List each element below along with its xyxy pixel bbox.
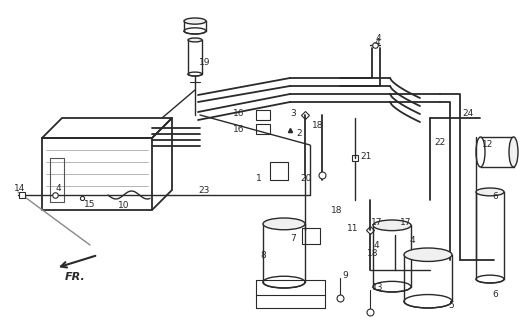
Text: 11: 11	[346, 223, 358, 233]
Text: 16: 16	[233, 124, 244, 133]
Bar	[270, 162, 288, 180]
Text: 19: 19	[199, 58, 211, 67]
Text: 10: 10	[118, 201, 130, 210]
Text: 23: 23	[198, 186, 209, 195]
Ellipse shape	[476, 188, 504, 196]
Text: 17: 17	[370, 218, 382, 227]
Ellipse shape	[373, 220, 411, 231]
Text: 14: 14	[14, 183, 25, 193]
Text: 20: 20	[300, 173, 312, 182]
Text: 18: 18	[367, 250, 378, 259]
Text: 16: 16	[233, 108, 244, 117]
Text: 6: 6	[492, 290, 498, 299]
Bar	[256, 110, 270, 120]
Text: FR.: FR.	[65, 272, 85, 282]
Text: 24: 24	[462, 108, 473, 117]
Text: 5: 5	[448, 300, 454, 309]
Text: 13: 13	[372, 284, 384, 292]
Text: 21: 21	[360, 151, 371, 161]
Text: 6: 6	[492, 191, 498, 201]
Text: 4: 4	[376, 34, 381, 43]
Ellipse shape	[509, 137, 518, 167]
Text: 12: 12	[482, 140, 494, 148]
Bar	[256, 124, 270, 134]
Text: 3: 3	[290, 108, 296, 117]
Text: 17: 17	[400, 218, 412, 227]
Ellipse shape	[184, 18, 206, 24]
Text: 4: 4	[56, 183, 61, 193]
Text: 15: 15	[84, 199, 96, 209]
Ellipse shape	[263, 218, 305, 230]
Text: 4: 4	[375, 37, 381, 46]
Text: 9: 9	[342, 271, 348, 281]
Text: 7: 7	[290, 234, 296, 243]
Text: 1: 1	[256, 173, 262, 182]
Text: 2: 2	[296, 129, 302, 138]
Text: 4: 4	[410, 236, 416, 244]
Bar	[302, 228, 320, 244]
Ellipse shape	[404, 248, 452, 261]
Text: 22: 22	[434, 138, 445, 147]
Ellipse shape	[188, 38, 202, 42]
Text: 4: 4	[374, 241, 380, 250]
Text: 18: 18	[331, 205, 342, 214]
Text: 8: 8	[260, 252, 266, 260]
Text: 18: 18	[312, 121, 324, 130]
